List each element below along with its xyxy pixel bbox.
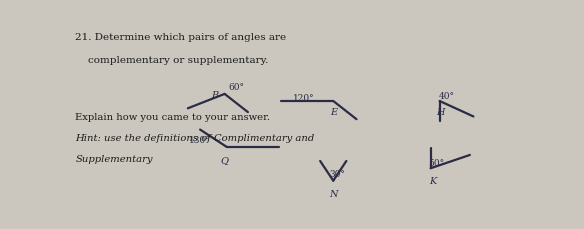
Text: H: H [436, 108, 445, 117]
Text: Supplementary: Supplementary [75, 154, 153, 164]
Text: 120°: 120° [293, 93, 315, 103]
Text: 130°: 130° [189, 136, 211, 145]
Text: 40°: 40° [439, 92, 454, 101]
Text: N: N [329, 189, 338, 198]
Text: Q: Q [221, 155, 228, 164]
Text: 50°: 50° [428, 158, 444, 167]
Text: B: B [211, 90, 218, 99]
Text: 21. Determine which pairs of angles are: 21. Determine which pairs of angles are [75, 33, 286, 42]
Text: Explain how you came to your answer.: Explain how you came to your answer. [75, 112, 270, 121]
Text: Hint: use the definitions of Complimentary and: Hint: use the definitions of Complimenta… [75, 133, 315, 142]
Text: K: K [429, 176, 436, 185]
Text: 60°: 60° [228, 83, 244, 92]
Text: E: E [331, 108, 338, 117]
Text: 30°: 30° [330, 169, 346, 178]
Text: complementary or supplementary.: complementary or supplementary. [75, 56, 269, 65]
